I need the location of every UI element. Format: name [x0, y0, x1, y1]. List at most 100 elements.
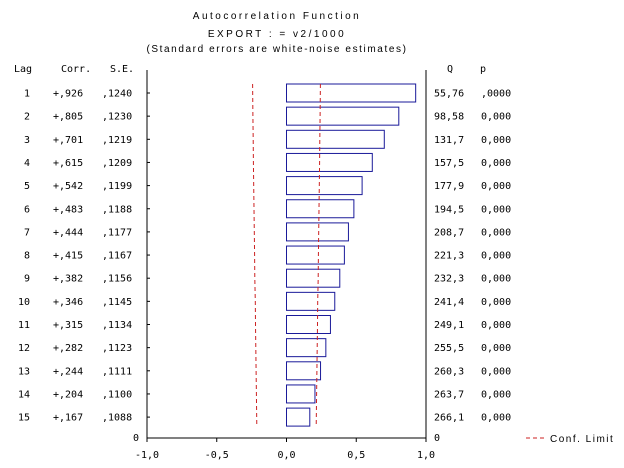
- q-value: 249,1: [434, 320, 464, 331]
- se-value: ,1219: [102, 135, 132, 146]
- legend-conf-label: Conf. Limit: [550, 434, 614, 445]
- acf-bar: [286, 384, 316, 404]
- acf-bar: [286, 338, 327, 358]
- p-value: 0,000: [481, 135, 511, 146]
- se-value: ,1145: [102, 297, 132, 308]
- q-value: 260,3: [434, 366, 464, 377]
- q-value: 131,7: [434, 135, 464, 146]
- p-value: 0,000: [481, 204, 511, 215]
- acf-bar: [286, 106, 400, 126]
- corr-value: +,926: [53, 89, 83, 100]
- p-value: ,0000: [481, 89, 511, 100]
- q-value: 98,58: [434, 112, 464, 123]
- lag-label: 11: [18, 320, 30, 331]
- acf-bar: [286, 361, 322, 381]
- lag-label: 13: [18, 366, 30, 377]
- acf-bar: [286, 291, 336, 311]
- p-value: 0,000: [481, 227, 511, 238]
- chart-title: Autocorrelation Function: [192, 11, 362, 22]
- chart-note: (Standard errors are white-noise estimat…: [146, 44, 408, 55]
- q-value: 255,5: [434, 343, 464, 354]
- corr-value: +,282: [53, 343, 83, 354]
- acf-bar: [286, 152, 373, 172]
- lag-label: 12: [18, 343, 30, 354]
- se-value: ,1188: [102, 204, 132, 215]
- q-value: 263,7: [434, 389, 464, 400]
- q-value: 55,76: [434, 89, 464, 100]
- acf-bar: [286, 83, 417, 103]
- p-value: 0,000: [481, 413, 511, 424]
- conf-limit-lower: [252, 83, 258, 427]
- acf-bar: [286, 245, 345, 265]
- acf-bar: [286, 199, 355, 219]
- x-tick-label: 0,5: [347, 450, 365, 461]
- se-value: ,1230: [102, 112, 132, 123]
- se-value: ,1100: [102, 389, 132, 400]
- corr-value: +,542: [53, 181, 83, 192]
- acf-bar: [286, 407, 311, 427]
- se-value: ,1199: [102, 181, 132, 192]
- corr-value: +,382: [53, 274, 83, 285]
- lag-label: 2: [24, 112, 30, 123]
- x-tick-label: -0,5: [205, 450, 229, 461]
- se-value: ,1156: [102, 274, 132, 285]
- lag-label: 8: [24, 251, 30, 262]
- q-value: 232,3: [434, 274, 464, 285]
- q-value: 157,5: [434, 158, 464, 169]
- lag-label: 9: [24, 274, 30, 285]
- p-value: 0,000: [481, 366, 511, 377]
- acf-bar: [286, 222, 349, 242]
- lag-label: 4: [24, 158, 30, 169]
- p-value: 0,000: [481, 274, 511, 285]
- lag-label: 5: [24, 181, 30, 192]
- acf-bar: [286, 129, 385, 149]
- acf-bar: [286, 268, 341, 288]
- p-value: 0,000: [481, 320, 511, 331]
- se-value: ,1177: [102, 227, 132, 238]
- lag-label: 7: [24, 227, 30, 238]
- corr-value: +,204: [53, 389, 83, 400]
- chart-subtitle: EXPORT : = v2/1000: [207, 29, 347, 40]
- se-value: ,1088: [102, 413, 132, 424]
- lag-label: 10: [18, 297, 30, 308]
- corr-value: +,415: [53, 251, 83, 262]
- corr-value: +,805: [53, 112, 83, 123]
- q-value: 208,7: [434, 227, 464, 238]
- q-value: 221,3: [434, 251, 464, 262]
- corr-value: +,701: [53, 135, 83, 146]
- acf-bar: [286, 176, 363, 196]
- header-lag: Lag: [14, 64, 32, 75]
- header-q: Q: [447, 64, 453, 75]
- p-value: 0,000: [481, 343, 511, 354]
- p-value: 0,000: [481, 181, 511, 192]
- corr-value: +,615: [53, 158, 83, 169]
- se-value: ,1209: [102, 158, 132, 169]
- se-value: ,1167: [102, 251, 132, 262]
- se-value: ,1123: [102, 343, 132, 354]
- x-tick-label: -1,0: [135, 450, 159, 461]
- header-corr: Corr.: [61, 64, 91, 75]
- x-tick-label: 0,0: [277, 450, 295, 461]
- lag-label: 3: [24, 135, 30, 146]
- p-value: 0,000: [481, 389, 511, 400]
- se-value: ,1240: [102, 89, 132, 100]
- se-value: ,1111: [102, 366, 132, 377]
- p-value: 0,000: [481, 251, 511, 262]
- lag-label: 15: [18, 413, 30, 424]
- conf-limit-upper: [315, 83, 321, 427]
- bottom-left-zero: 0: [133, 433, 139, 444]
- header-p: p: [480, 64, 486, 75]
- lag-label: 1: [24, 89, 30, 100]
- x-tick-label: 1,0: [417, 450, 435, 461]
- p-value: 0,000: [481, 297, 511, 308]
- q-value: 241,4: [434, 297, 464, 308]
- p-value: 0,000: [481, 112, 511, 123]
- corr-value: +,244: [53, 366, 83, 377]
- se-value: ,1134: [102, 320, 132, 331]
- bottom-right-zero: 0: [434, 433, 440, 444]
- p-value: 0,000: [481, 158, 511, 169]
- header-se: S.E.: [110, 64, 134, 75]
- corr-value: +,444: [53, 227, 83, 238]
- corr-value: +,346: [53, 297, 83, 308]
